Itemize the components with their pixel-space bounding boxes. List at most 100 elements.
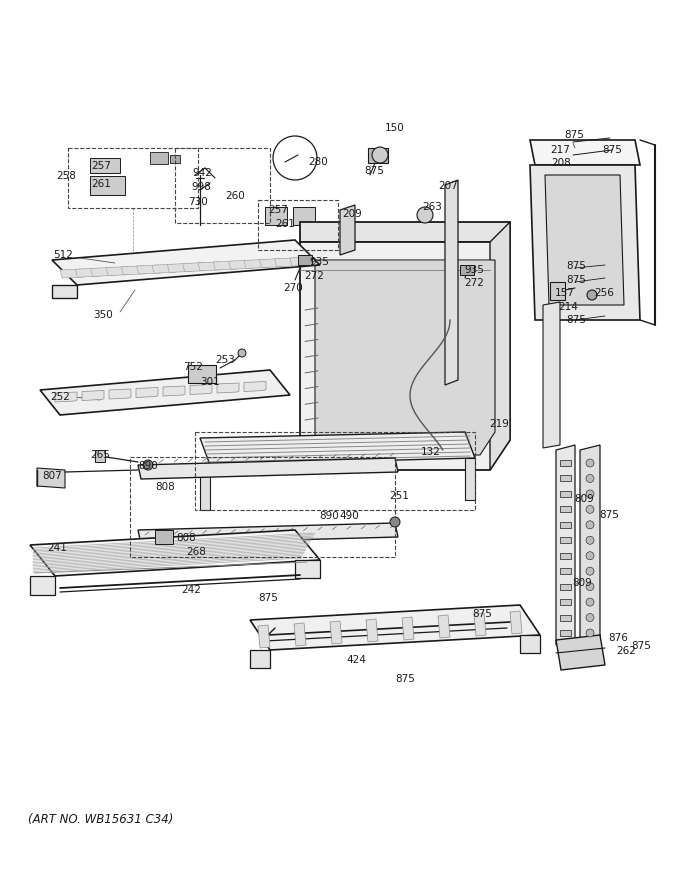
Bar xyxy=(155,530,173,544)
Polygon shape xyxy=(438,615,450,638)
Text: 876: 876 xyxy=(608,633,628,643)
Polygon shape xyxy=(90,176,125,195)
Text: 512: 512 xyxy=(53,250,73,260)
Circle shape xyxy=(390,517,400,527)
Polygon shape xyxy=(75,268,99,277)
Polygon shape xyxy=(90,158,120,173)
Polygon shape xyxy=(138,523,398,544)
Bar xyxy=(560,599,571,605)
Polygon shape xyxy=(295,560,320,578)
Polygon shape xyxy=(258,625,270,648)
Polygon shape xyxy=(198,262,222,271)
Polygon shape xyxy=(40,370,290,415)
Circle shape xyxy=(586,474,594,482)
Text: 260: 260 xyxy=(225,191,245,201)
Circle shape xyxy=(586,521,594,529)
Polygon shape xyxy=(490,222,510,470)
Text: 890: 890 xyxy=(138,461,158,471)
Text: 257: 257 xyxy=(91,161,111,171)
Bar xyxy=(560,614,571,620)
Text: 208: 208 xyxy=(551,158,571,168)
Text: 875: 875 xyxy=(395,674,415,684)
Circle shape xyxy=(143,460,153,470)
Polygon shape xyxy=(366,619,378,642)
Text: 261: 261 xyxy=(91,179,111,189)
Bar xyxy=(170,155,180,163)
Text: 207: 207 xyxy=(438,181,458,191)
Circle shape xyxy=(586,629,594,637)
Polygon shape xyxy=(300,242,510,470)
Text: 252: 252 xyxy=(50,392,70,402)
Text: 875: 875 xyxy=(364,166,384,176)
Polygon shape xyxy=(60,269,84,278)
Circle shape xyxy=(238,349,246,357)
Text: 257: 257 xyxy=(268,205,288,215)
Bar xyxy=(560,538,571,543)
Polygon shape xyxy=(138,458,398,479)
Polygon shape xyxy=(167,263,191,273)
Text: 262: 262 xyxy=(616,646,636,656)
Polygon shape xyxy=(543,302,560,448)
Polygon shape xyxy=(294,623,306,646)
Bar xyxy=(560,630,571,636)
Polygon shape xyxy=(121,266,146,275)
Polygon shape xyxy=(200,432,475,465)
Text: 808: 808 xyxy=(176,533,196,543)
Polygon shape xyxy=(52,285,77,298)
Polygon shape xyxy=(520,635,540,653)
Text: 875: 875 xyxy=(599,510,619,520)
Text: 942: 942 xyxy=(192,168,212,178)
Polygon shape xyxy=(300,222,510,242)
Text: 265: 265 xyxy=(90,450,110,460)
Polygon shape xyxy=(580,445,600,645)
Polygon shape xyxy=(330,621,342,644)
Text: (ART NO. WB15631 C34): (ART NO. WB15631 C34) xyxy=(28,813,173,826)
Bar xyxy=(560,522,571,528)
Text: 875: 875 xyxy=(564,130,584,140)
Text: 998: 998 xyxy=(191,182,211,192)
Bar xyxy=(95,450,105,462)
Polygon shape xyxy=(217,383,239,393)
Polygon shape xyxy=(244,382,266,392)
Bar xyxy=(150,152,168,164)
Text: 935: 935 xyxy=(309,257,329,267)
Circle shape xyxy=(586,505,594,513)
Text: 268: 268 xyxy=(186,547,206,557)
Circle shape xyxy=(587,290,597,300)
Polygon shape xyxy=(109,389,131,399)
Text: 209: 209 xyxy=(342,209,362,219)
Text: 424: 424 xyxy=(346,655,366,665)
Bar xyxy=(560,553,571,559)
Bar xyxy=(560,460,571,466)
Text: 875: 875 xyxy=(566,315,586,325)
Polygon shape xyxy=(30,576,55,595)
Text: 875: 875 xyxy=(258,593,278,603)
Polygon shape xyxy=(340,205,355,255)
Polygon shape xyxy=(55,392,77,402)
Bar xyxy=(560,491,571,497)
Text: 809: 809 xyxy=(572,578,592,588)
Bar xyxy=(560,506,571,512)
Text: 242: 242 xyxy=(181,585,201,595)
Text: 251: 251 xyxy=(389,491,409,501)
Bar xyxy=(188,365,216,383)
Text: 258: 258 xyxy=(56,171,76,181)
Circle shape xyxy=(417,207,433,223)
Text: 272: 272 xyxy=(304,271,324,281)
Text: 217: 217 xyxy=(550,145,570,155)
Bar xyxy=(265,207,287,225)
Circle shape xyxy=(586,490,594,498)
Text: 219: 219 xyxy=(489,419,509,429)
Circle shape xyxy=(586,613,594,621)
Polygon shape xyxy=(163,386,185,396)
Circle shape xyxy=(586,536,594,544)
Bar xyxy=(68,148,198,208)
Text: 935: 935 xyxy=(464,265,484,275)
Circle shape xyxy=(586,459,594,467)
Text: 256: 256 xyxy=(594,288,614,298)
Polygon shape xyxy=(530,165,640,320)
Polygon shape xyxy=(259,259,284,268)
Polygon shape xyxy=(137,265,160,274)
Circle shape xyxy=(586,598,594,606)
Text: 261: 261 xyxy=(275,219,295,229)
